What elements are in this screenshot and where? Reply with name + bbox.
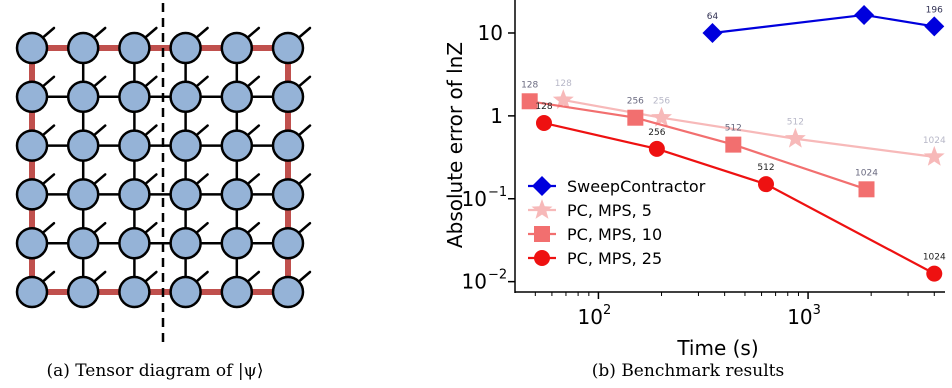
tensor-node [171,33,201,63]
y-tick-label: 10 [462,270,487,294]
x-axis-label: Time (s) [676,336,758,360]
data-point [924,16,944,36]
tensor-node [222,131,252,161]
data-point [785,128,806,148]
tensor-node [17,179,47,209]
caption-a: (a) Tensor diagram of |ψ⟩ [46,361,263,381]
tensor-node [222,179,252,209]
tensor-node [273,33,303,63]
tensor-node [273,277,303,307]
benchmark-chart: 128 256 512 1024 128 256 512 1024 128 256 512 1024 6… [443,0,946,360]
series-diamond [702,5,944,43]
legend-marker [534,226,550,242]
chart-legend: SweepContractor PC, MPS, 5 PC, MPS, 10 PC, … [528,176,706,268]
data-point [924,146,945,166]
tensor-node [68,179,98,209]
y-tick-exponent: −2 [488,268,507,283]
data-point [627,110,643,126]
tensor-node [68,131,98,161]
tensor-node [222,277,252,307]
data-point [536,115,552,131]
tensor-network-diagram [17,3,310,342]
legend-label: PC, MPS, 25 [567,249,662,268]
legend-item: PC, MPS, 25 [528,249,662,268]
legend-item: PC, MPS, 5 [528,199,652,220]
tensor-node [273,179,303,209]
legend-marker [532,199,553,219]
point-label: 1024 [855,168,878,178]
x-tick-label: 102 [578,303,612,329]
series-line [563,100,934,157]
legend-label: PC, MPS, 5 [567,201,652,220]
tensor-node [17,33,47,63]
tensor-node [273,131,303,161]
x-tick-label: 103 [787,303,821,329]
tensor-node [171,277,201,307]
tensor-node [68,228,98,258]
tensor-node [171,82,201,112]
tensor-node [68,33,98,63]
tensor-node [119,179,149,209]
tensor-node [17,131,47,161]
data-point [758,176,774,192]
legend-item: SweepContractor [528,176,706,196]
tensor-node [68,82,98,112]
data-point [702,23,722,43]
legend-marker [534,250,550,266]
series-line [712,15,934,33]
tensor-node [222,82,252,112]
tensor-node [68,277,98,307]
legend-item: PC, MPS, 10 [528,225,662,244]
data-point [854,5,874,25]
point-label: 1024 [923,253,946,263]
point-label: 64 [707,12,719,22]
series-star [553,89,945,166]
legend-marker [532,176,552,196]
tensor-node [119,33,149,63]
tensor-node [273,82,303,112]
y-tick-label: 1 [490,104,503,128]
tensor-node [222,33,252,63]
legend-label: PC, MPS, 10 [567,225,662,244]
tensor-node [119,82,149,112]
tensor-node [273,228,303,258]
data-point [858,181,874,197]
point-label: 256 [627,97,644,107]
tensor-node [17,82,47,112]
tensor-node [119,131,149,161]
tensor-node [171,179,201,209]
data-point [649,141,665,157]
point-label: 196 [926,5,943,15]
point-label: 512 [725,124,742,134]
point-label: 256 [648,128,665,138]
tensor-node [119,277,149,307]
legend-label: SweepContractor [567,177,706,196]
tensor-node [17,228,47,258]
point-label: 1024 [923,136,946,146]
point-label: 128 [535,102,552,112]
y-axis-label: Absolute error of lnZ [443,42,467,248]
point-label: 512 [787,118,804,128]
tensor-node [171,228,201,258]
point-label: 512 [757,163,774,173]
tensor-node [222,228,252,258]
tensor-node [17,277,47,307]
data-point [725,137,741,153]
tensor-nodes [17,33,303,307]
point-label: 256 [653,97,670,107]
data-point [926,266,942,282]
y-tick-exponent: −1 [488,185,507,200]
point-label: 128 [555,79,572,89]
point-label: 128 [521,80,538,90]
y-tick-label: 10 [478,21,503,45]
tensor-node [171,131,201,161]
caption-b: (b) Benchmark results [592,361,784,381]
tensor-node [119,228,149,258]
